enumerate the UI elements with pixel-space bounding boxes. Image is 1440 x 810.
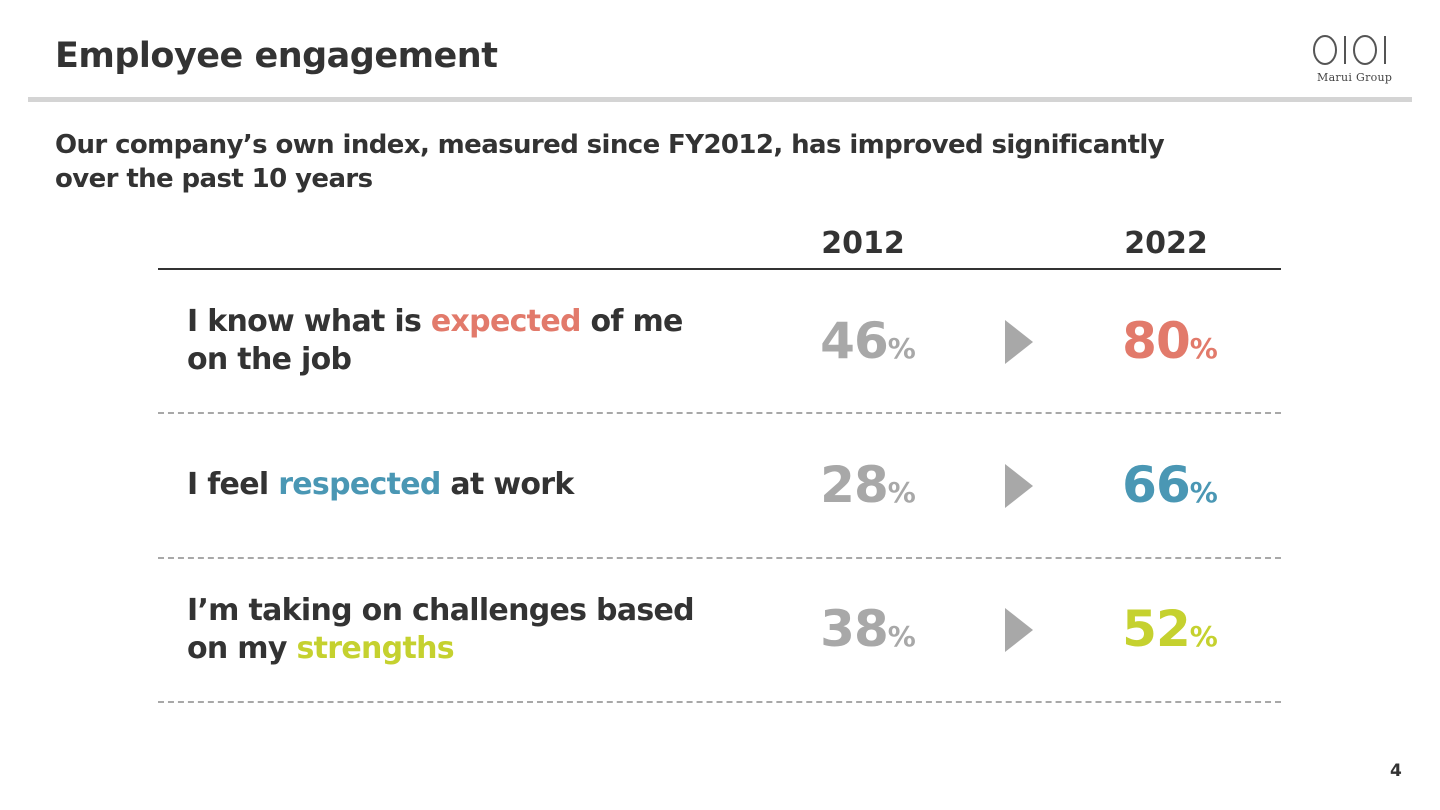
percent-sign: % — [887, 332, 916, 365]
logo-text: Marui Group — [1317, 71, 1393, 84]
company-logo: Marui Group — [1312, 34, 1408, 86]
value-number: 52 — [1122, 600, 1191, 658]
triangle-right-icon — [1005, 464, 1033, 508]
page-number: 4 — [1390, 761, 1402, 781]
value-2012: 28% — [788, 456, 948, 514]
logo-mark-icon — [1313, 35, 1386, 65]
table-header-rule — [158, 268, 1281, 270]
statement-highlight: expected — [430, 304, 582, 339]
statement-text-before: I feel — [187, 467, 279, 502]
value-2022: 66% — [1090, 456, 1250, 514]
statement-highlight: respected — [278, 467, 441, 502]
value-number: 80 — [1122, 312, 1191, 370]
value-number: 66 — [1122, 456, 1191, 514]
statement-text-before: I know what is — [187, 304, 431, 339]
row-divider — [158, 557, 1281, 559]
slide-title: Employee engagement — [55, 36, 498, 76]
statement-text: I feel respected at work — [187, 466, 707, 504]
statement-text-after: at work — [440, 467, 574, 502]
value-number: 38 — [820, 600, 889, 658]
value-number: 46 — [820, 312, 889, 370]
statement-highlight: strengths — [296, 631, 454, 666]
triangle-right-icon — [1005, 608, 1033, 652]
statement-text-after: of me on the job — [187, 304, 683, 377]
slide-subtitle: Our company’s own index, measured since … — [55, 130, 1165, 194]
statement-text-before: I’m taking on challenges based on my — [187, 593, 695, 666]
value-number: 28 — [820, 456, 889, 514]
percent-sign: % — [887, 620, 916, 653]
row-divider — [158, 701, 1281, 703]
value-2022: 80% — [1090, 312, 1250, 370]
percent-sign: % — [1189, 332, 1218, 365]
triangle-right-icon — [1005, 320, 1033, 364]
row-divider — [158, 412, 1281, 414]
percent-sign: % — [1189, 476, 1218, 509]
column-header-2022: 2022 — [1124, 226, 1208, 261]
value-2022: 52% — [1090, 600, 1250, 658]
statement-text: I’m taking on challenges based on my str… — [187, 592, 707, 668]
percent-sign: % — [1189, 620, 1218, 653]
value-2012: 38% — [788, 600, 948, 658]
value-2012: 46% — [788, 312, 948, 370]
percent-sign: % — [887, 476, 916, 509]
statement-text: I know what is expected of me on the job — [187, 303, 707, 379]
title-divider — [28, 97, 1412, 102]
column-header-2012: 2012 — [821, 226, 905, 261]
